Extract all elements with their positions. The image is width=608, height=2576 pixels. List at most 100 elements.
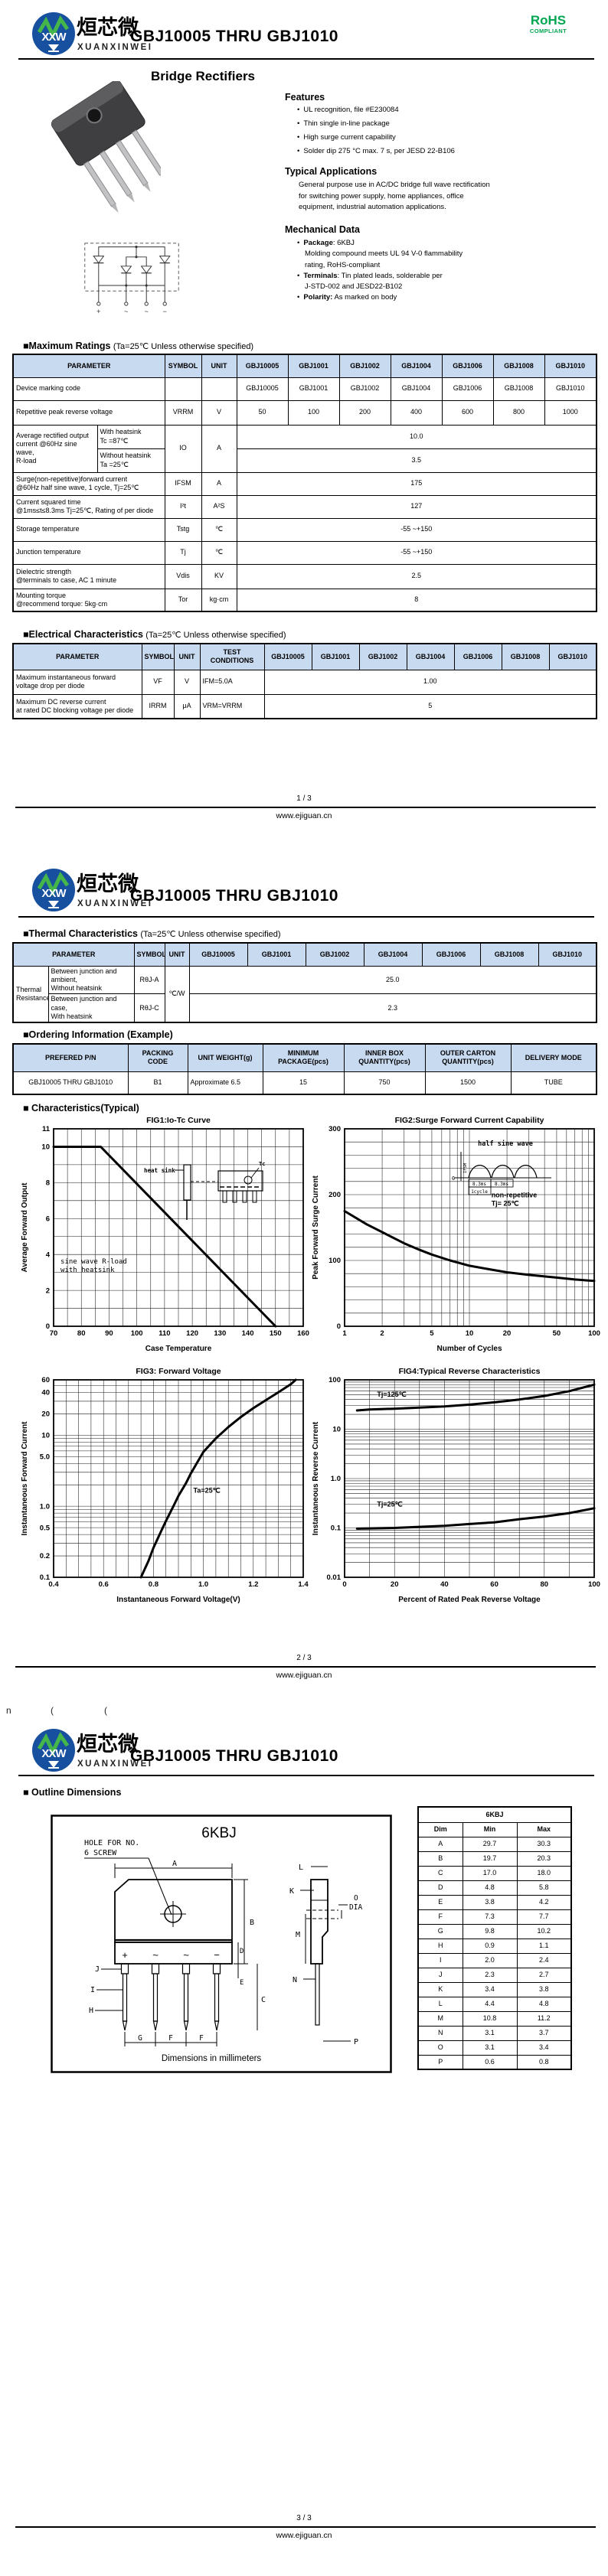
svg-text:0: 0 xyxy=(337,1322,341,1331)
svg-text:~: ~ xyxy=(145,308,149,315)
table-row: Surge(non-repetitive)forward current @60… xyxy=(12,471,597,496)
svg-text:FIG3: Forward Voltage: FIG3: Forward Voltage xyxy=(136,1367,221,1376)
table-cell: P xyxy=(417,2054,463,2070)
svg-text:non-repetitive: non-repetitive xyxy=(492,1191,538,1198)
table-cell: 1500 xyxy=(424,1071,512,1095)
svg-text:−: − xyxy=(163,308,167,315)
table-cell: μA xyxy=(173,693,201,719)
features-heading: Features xyxy=(285,92,325,103)
page-2: XXW 烜芯微 XUANXINWEI GBJ10005 THRU GBJ1010… xyxy=(0,830,608,1718)
mechanical-item: • Package: 6KBJ xyxy=(297,239,355,248)
table-cell: 750 xyxy=(343,1071,426,1095)
table-cell: 10.2 xyxy=(516,1923,572,1939)
table-cell: ℃/W xyxy=(164,965,190,1023)
svg-text:90: 90 xyxy=(105,1329,113,1338)
table-cell: 2.0 xyxy=(462,1952,518,1968)
table-cell: Average rectified output current @60Hz s… xyxy=(12,424,98,473)
table-cell: GBJ10005 xyxy=(236,354,289,378)
svg-text:0.01: 0.01 xyxy=(327,1573,342,1582)
svg-text:Tj=25℃: Tj=25℃ xyxy=(377,1501,402,1508)
table-cell: Thermal Resistance xyxy=(12,965,49,1023)
table-cell: G xyxy=(417,1923,463,1939)
table-cell: 2.3 xyxy=(188,993,597,1023)
outline-drawing: 6KBJ HOLE FOR NO. 6 SCREW + ~ ~ − A B D E C G F F J I H L K… xyxy=(51,1815,392,2073)
table-cell: J xyxy=(417,1967,463,1983)
svg-text:120: 120 xyxy=(186,1329,198,1338)
svg-text:1cycle: 1cycle xyxy=(471,1189,488,1195)
fig3-forward-voltage-chart: 0.4 0.6 0.8 1.0 1.2 1.4 0.1 0.2 0.5 1.0 5.0 10 20 40 6… xyxy=(18,1366,309,1607)
table-cell: 4.8 xyxy=(516,1996,572,2012)
svg-text:M: M xyxy=(296,1931,300,1939)
table-cell: VRM=VRRM xyxy=(199,693,265,719)
svg-text:100: 100 xyxy=(329,1376,341,1384)
svg-text:20: 20 xyxy=(41,1410,50,1419)
svg-text:80: 80 xyxy=(541,1580,549,1589)
table-cell: Max xyxy=(516,1821,572,1837)
table-cell: 17.0 xyxy=(462,1865,518,1881)
company-logo: XXW 烜芯微 XUANXINWEI xyxy=(31,9,172,58)
table-cell: GBJ1008 xyxy=(492,354,545,378)
svg-text:10: 10 xyxy=(332,1426,341,1434)
mechanical-item: Molding compound meets UL 94 V-0 flammab… xyxy=(305,249,463,259)
svg-text:J: J xyxy=(95,1965,100,1974)
mechanical-list: • Package: 6KBJ Molding compound meets UL … xyxy=(285,238,600,304)
svg-text:H: H xyxy=(89,2007,93,2015)
table-cell: A xyxy=(201,471,237,496)
table-cell: Maximum DC reverse current at rated DC b… xyxy=(12,693,142,719)
svg-text:110: 110 xyxy=(159,1329,170,1338)
svg-text:Instantaneous Forward Current: Instantaneous Forward Current xyxy=(21,1421,29,1536)
max-ratings-table: PARAMETER SYMBOL UNIT GBJ10005 GBJ1001 GBJ100… xyxy=(12,354,597,612)
svg-text:half sine wave: half sine wave xyxy=(478,1140,533,1148)
table-row: E 3.8 4.2 xyxy=(417,1894,572,1910)
footer-divider-3 xyxy=(15,2526,596,2528)
svg-text:Tj=125℃: Tj=125℃ xyxy=(377,1391,406,1398)
svg-text:0.5: 0.5 xyxy=(40,1524,51,1532)
svg-text:0.8: 0.8 xyxy=(149,1580,159,1589)
table-row: Dielectric strength @terminals to case, … xyxy=(12,563,597,589)
header-divider xyxy=(18,58,594,60)
svg-text:B: B xyxy=(250,1919,254,1927)
table-row: Junction temperature Tj ℃ -55 ~+150 xyxy=(12,540,597,565)
features-section: Features • UL recognition, file #E230084 •… xyxy=(285,92,600,155)
table-row: N 3.1 3.7 xyxy=(417,2025,572,2041)
table-cell: SYMBOL xyxy=(133,942,165,967)
doc-header-title: GBJ10005 THRU GBJ1010 xyxy=(130,1747,338,1765)
svg-text:−: − xyxy=(214,1949,220,1961)
svg-text:Case Temperature: Case Temperature xyxy=(145,1345,212,1353)
header-divider xyxy=(18,916,594,918)
footer-divider-2 xyxy=(15,1666,596,1668)
svg-text:XXW: XXW xyxy=(41,31,67,44)
data-table: PARAMETER SYMBOL UNIT GBJ10005 GBJ1001 GBJ100… xyxy=(12,942,597,1023)
fig1-io-tc-chart: 70 80 90 100 110 120 130 140 150 160 0 2 4 6 8 10 11 FIG1… xyxy=(18,1115,309,1356)
page-title: Bridge Rectifiers xyxy=(150,69,256,83)
svg-text:heat sink: heat sink xyxy=(144,1167,175,1174)
table-cell: GBJ1004 xyxy=(363,942,423,967)
svg-text:Percent of Rated Peak Reverse: Percent of Rated Peak Reverse Voltage xyxy=(398,1596,541,1604)
table-cell: 10.8 xyxy=(462,2010,518,2027)
table-cell: 2.5 xyxy=(236,563,597,589)
feature-item: • UL recognition, file #E230084 xyxy=(297,106,399,114)
table-cell: -55 ~+150 xyxy=(236,517,597,542)
svg-text:IFSM: IFSM xyxy=(463,1162,468,1173)
svg-text:FIG4:Typical Reverse Character: FIG4:Typical Reverse Characteristics xyxy=(399,1367,541,1376)
table-cell: 3.1 xyxy=(462,2025,518,2041)
table-cell: 3.1 xyxy=(462,2040,518,2056)
table-row: PREFERED P/N PACKING CODE UNIT WEIGHT(g) MI… xyxy=(12,1043,597,1072)
svg-text:1.2: 1.2 xyxy=(248,1580,258,1589)
table-cell: 7.3 xyxy=(462,1909,518,1925)
ordering-table: PREFERED P/N PACKING CODE UNIT WEIGHT(g) MI… xyxy=(12,1043,597,1095)
table-cell: 29.7 xyxy=(462,1836,518,1852)
applications-section: Typical Applications General purpose use… xyxy=(285,166,600,214)
svg-text:10: 10 xyxy=(41,1431,50,1440)
table-cell: GBJ10005 xyxy=(188,942,248,967)
table-cell: UNIT xyxy=(173,643,201,670)
svg-text:G: G xyxy=(138,2034,142,2043)
svg-text:Tc: Tc xyxy=(259,1161,265,1167)
svg-text:5: 5 xyxy=(430,1329,434,1338)
svg-text:300: 300 xyxy=(329,1125,341,1133)
table-cell: GBJ1010 xyxy=(548,643,597,670)
elec-heading: ■Electrical Characteristics (Ta=25℃ Unle… xyxy=(23,629,286,640)
table-cell: Tj xyxy=(164,540,202,565)
svg-text:0: 0 xyxy=(452,1176,455,1182)
table-cell: GBJ1002 xyxy=(305,942,364,967)
